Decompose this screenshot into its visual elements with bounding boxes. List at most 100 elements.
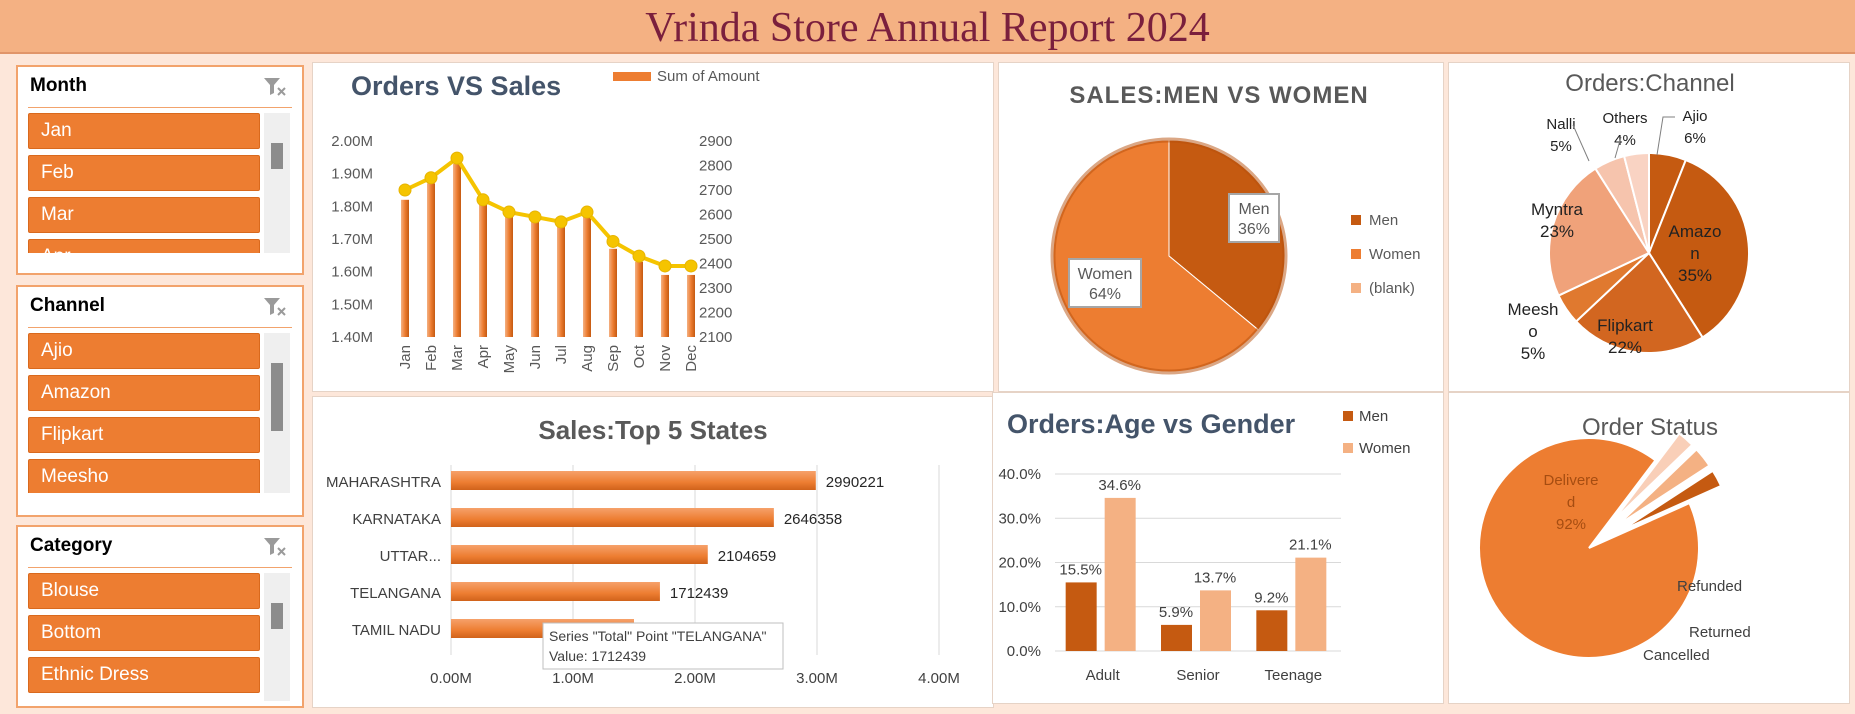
slicer-scrollbar[interactable] xyxy=(264,573,290,701)
legend-swatch xyxy=(1351,215,1361,225)
slicer-divider xyxy=(28,107,292,108)
line-point xyxy=(554,215,568,229)
slicer-title: Category xyxy=(30,535,113,556)
filter-clear-icon[interactable] xyxy=(262,295,288,319)
pie-slice xyxy=(1612,432,1694,522)
slicer-scrollbar[interactable] xyxy=(264,113,290,253)
x-tick: Jul xyxy=(553,345,570,364)
slicer-item-mar[interactable]: Mar xyxy=(28,197,260,233)
chart-title: Orders:Channel xyxy=(1565,70,1734,97)
panel-orders-channel: Orders:Channel Ajio 6% Amazo n 35% Flipkart 22%… xyxy=(1448,62,1850,392)
slicer-item-bottom[interactable]: Bottom xyxy=(28,615,260,651)
slicer-item-amazon[interactable]: Amazon xyxy=(28,375,260,411)
x-tick: Senior xyxy=(1176,667,1219,684)
slicer-item-jan[interactable]: Jan xyxy=(28,113,260,149)
legend-swatch xyxy=(1343,443,1353,453)
filter-clear-icon[interactable] xyxy=(262,75,288,99)
slicer-scrollbar[interactable] xyxy=(264,333,290,493)
legend-label: Men xyxy=(1359,408,1388,425)
data-label: 15.5% xyxy=(1059,561,1102,578)
slicer-item-meesho[interactable]: Meesho xyxy=(28,459,260,493)
slicer-items: Blouse Bottom Ethnic Dress xyxy=(28,573,262,701)
data-label: 9.2% xyxy=(1254,589,1288,606)
legend-label: Men xyxy=(1369,212,1398,229)
tooltip-box xyxy=(542,622,784,670)
scrollbar-thumb[interactable] xyxy=(271,143,283,169)
slicer-item-flipkart[interactable]: Flipkart xyxy=(28,417,260,453)
x-tick: Nov xyxy=(657,345,674,372)
bar xyxy=(687,274,695,337)
bar xyxy=(505,212,513,337)
pie-slice xyxy=(1616,447,1711,527)
y-tick: 40.0% xyxy=(998,466,1041,483)
pie-slice xyxy=(1647,158,1750,339)
data-label-name: Men xyxy=(1238,201,1269,218)
leader-line xyxy=(1572,124,1590,162)
slicer-item-blouse[interactable]: Blouse xyxy=(28,573,260,609)
y-left-tick: 1.50M xyxy=(331,296,373,313)
y-right-tick: 2900 xyxy=(699,133,732,150)
legend-label: (blank) xyxy=(1369,280,1415,297)
data-label-name: Amazo xyxy=(1669,222,1722,241)
x-tick: Apr xyxy=(475,345,492,368)
line-point xyxy=(580,205,594,219)
panel-age-vs-gender: Orders:Age vs Gender 0.0% 10.0% 20.0% 30.0% 4… xyxy=(992,392,1444,704)
bar xyxy=(451,508,774,527)
data-label-value: 64% xyxy=(1089,286,1121,303)
slicer-category: Category Blouse Bottom Ethnic Dress xyxy=(16,525,304,708)
bar xyxy=(401,199,409,337)
y-right-tick: 2400 xyxy=(699,256,732,273)
line-point xyxy=(528,210,542,224)
data-label-value: 23% xyxy=(1540,222,1574,241)
data-label-value: 22% xyxy=(1608,338,1642,357)
slicer-item-apr[interactable]: Apr xyxy=(28,239,260,253)
legend-label: Sum of Amount xyxy=(657,68,760,85)
data-label-value: 36% xyxy=(1238,221,1270,238)
slicer-item-ajio[interactable]: Ajio xyxy=(28,333,260,369)
bar xyxy=(557,225,565,337)
slicer-divider xyxy=(28,567,292,568)
y-tick: TELANGANA xyxy=(350,585,441,602)
data-label: 2990221 xyxy=(826,474,884,491)
data-label-name: Returned xyxy=(1689,624,1751,641)
slicer-item-ethnic-dress[interactable]: Ethnic Dress xyxy=(28,657,260,693)
legend-swatch xyxy=(613,72,651,81)
y-tick: MAHARASHTRA xyxy=(326,474,441,491)
page-title: Vrinda Store Annual Report 2024 xyxy=(645,5,1210,51)
chart-title: SALES:MEN VS WOMEN xyxy=(1069,82,1368,109)
scrollbar-thumb[interactable] xyxy=(271,603,283,629)
panel-men-vs-women: SALES:MEN VS WOMEN Men 36% Women 64% Men Women… xyxy=(998,62,1444,392)
y-left-tick: 2.00M xyxy=(331,133,373,150)
bar xyxy=(531,219,539,337)
legend-label: Women xyxy=(1359,440,1410,457)
y-left-tick: 1.60M xyxy=(331,264,373,281)
y-tick: 20.0% xyxy=(998,555,1041,572)
x-tick: 3.00M xyxy=(796,670,838,687)
leader-line xyxy=(1656,116,1675,156)
scrollbar-thumb[interactable] xyxy=(271,363,283,431)
x-tick: 0.00M xyxy=(430,670,472,687)
data-label: 5.9% xyxy=(1159,604,1193,621)
data-label-name: Delivere xyxy=(1543,472,1598,489)
pie-slice xyxy=(1574,251,1704,354)
chart-title: Orders:Age vs Gender xyxy=(1007,409,1296,439)
data-label: 2646358 xyxy=(784,511,842,528)
tooltip-line: Value: 1712439 xyxy=(549,648,646,664)
x-tick: May xyxy=(501,345,518,374)
pie-slice xyxy=(1620,469,1723,532)
x-tick: Adult xyxy=(1086,667,1121,684)
bar xyxy=(635,261,643,337)
data-label-name: Others xyxy=(1602,110,1647,127)
panel-order-status: Order Status Delivere d 92% Cancelled Returne… xyxy=(1448,392,1850,704)
filter-clear-icon[interactable] xyxy=(262,535,288,559)
data-label: 1712439 xyxy=(670,585,728,602)
slicer-item-feb[interactable]: Feb xyxy=(28,155,260,191)
slicer-title: Channel xyxy=(30,295,105,316)
slicer-items: Ajio Amazon Flipkart Meesho xyxy=(28,333,262,493)
data-label-name: Ajio xyxy=(1682,108,1707,125)
bar xyxy=(1200,590,1231,651)
line-point xyxy=(476,193,490,207)
legend-swatch xyxy=(1351,283,1361,293)
bar xyxy=(1104,497,1136,651)
data-label-name: Women xyxy=(1078,266,1133,283)
